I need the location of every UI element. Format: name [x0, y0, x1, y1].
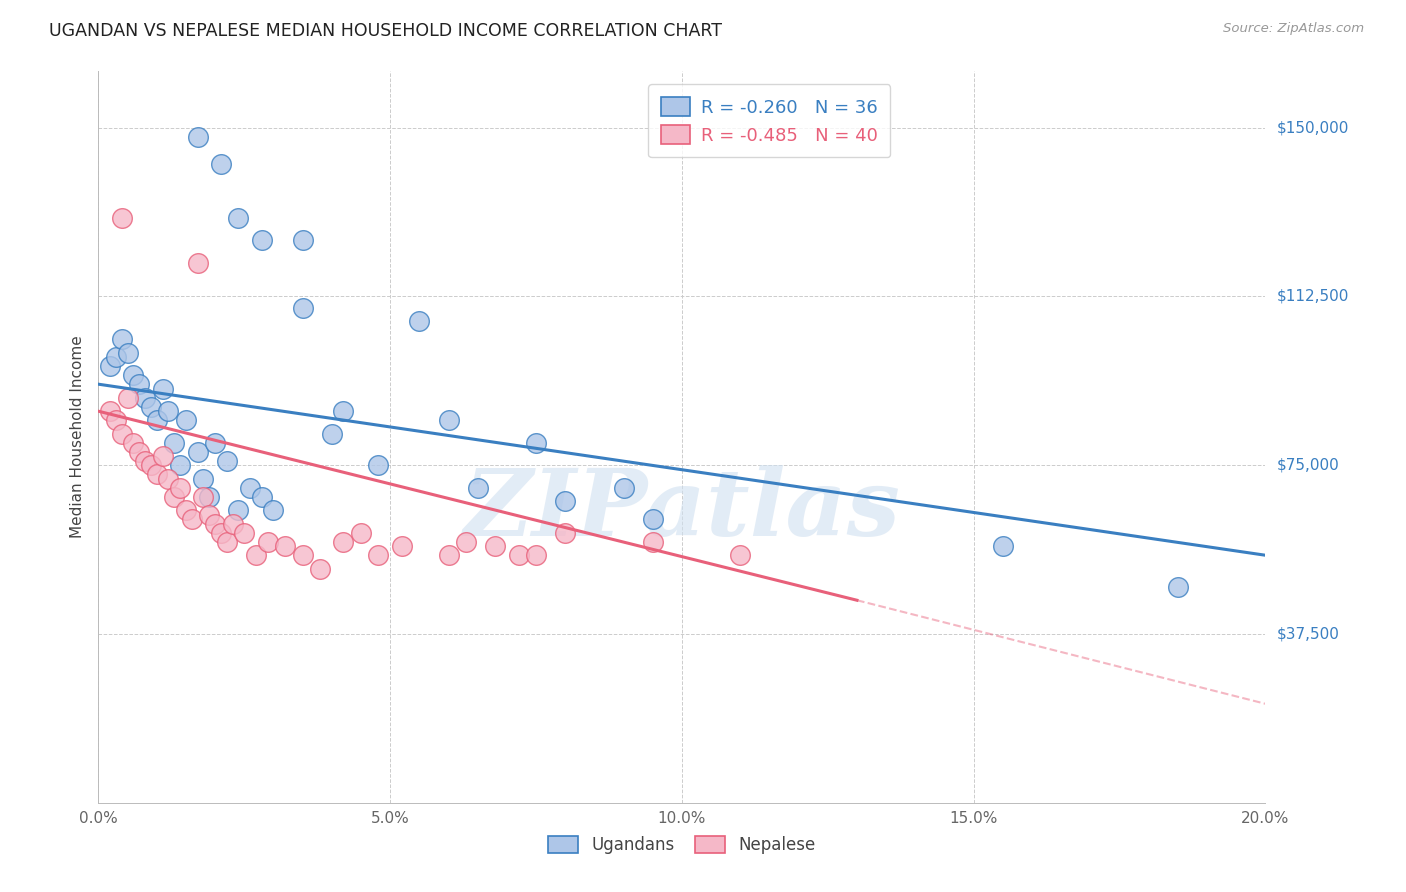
Text: Source: ZipAtlas.com: Source: ZipAtlas.com [1223, 22, 1364, 36]
Point [524, 435, 547, 450]
Point [467, 481, 489, 495]
Point [250, 233, 273, 247]
Point [198, 490, 221, 504]
Point [163, 490, 186, 504]
Text: $150,000: $150,000 [1277, 120, 1348, 135]
Point [139, 458, 162, 473]
Text: ZIPatlas: ZIPatlas [464, 466, 900, 555]
Point [193, 490, 215, 504]
Point [111, 211, 134, 225]
Point [454, 534, 477, 549]
Text: $112,500: $112,500 [1277, 289, 1348, 304]
Point [134, 391, 156, 405]
Point [98, 404, 121, 418]
Y-axis label: Median Household Income: Median Household Income [70, 335, 86, 539]
Point [187, 129, 209, 144]
Point [204, 516, 226, 531]
Point [187, 255, 209, 269]
Point [187, 444, 209, 458]
Point [291, 548, 314, 562]
Point [111, 332, 134, 346]
Point [332, 404, 354, 418]
Point [152, 382, 174, 396]
Point [239, 481, 262, 495]
Point [408, 314, 430, 328]
Point [104, 413, 127, 427]
Point [180, 512, 202, 526]
Point [250, 490, 273, 504]
Point [174, 503, 197, 517]
Point [193, 472, 215, 486]
Point [209, 156, 232, 170]
Point [157, 472, 180, 486]
Point [233, 525, 256, 540]
Point [98, 359, 121, 374]
Point [245, 548, 267, 562]
Point [641, 512, 664, 526]
Point [146, 467, 169, 482]
Point [309, 562, 332, 576]
Point [111, 426, 134, 441]
Point [215, 453, 238, 467]
Point [262, 503, 284, 517]
Point [174, 413, 197, 427]
Point [991, 539, 1014, 553]
Legend: Ugandans, Nepalese: Ugandans, Nepalese [538, 826, 825, 864]
Point [332, 534, 354, 549]
Point [1167, 580, 1189, 594]
Point [641, 534, 664, 549]
Point [117, 391, 139, 405]
Point [221, 516, 243, 531]
Point [128, 444, 150, 458]
Point [104, 350, 127, 364]
Point [730, 548, 752, 562]
Point [437, 413, 460, 427]
Point [157, 404, 180, 418]
Point [122, 368, 145, 383]
Point [437, 548, 460, 562]
Point [209, 525, 232, 540]
Point [274, 539, 297, 553]
Point [291, 301, 314, 315]
Point [139, 400, 162, 414]
Point [152, 449, 174, 463]
Point [228, 503, 250, 517]
Point [198, 508, 221, 522]
Point [391, 539, 413, 553]
Point [163, 435, 186, 450]
Point [554, 494, 576, 508]
Point [256, 534, 278, 549]
Text: $75,000: $75,000 [1277, 458, 1340, 473]
Point [128, 377, 150, 392]
Point [367, 458, 389, 473]
Point [117, 345, 139, 359]
Point [508, 548, 530, 562]
Point [554, 525, 576, 540]
Point [291, 233, 314, 247]
Point [169, 481, 191, 495]
Point [122, 435, 145, 450]
Point [484, 539, 506, 553]
Point [228, 211, 250, 225]
Point [134, 453, 156, 467]
Point [321, 426, 343, 441]
Text: $37,500: $37,500 [1277, 626, 1340, 641]
Text: UGANDAN VS NEPALESE MEDIAN HOUSEHOLD INCOME CORRELATION CHART: UGANDAN VS NEPALESE MEDIAN HOUSEHOLD INC… [49, 22, 723, 40]
Point [215, 534, 238, 549]
Point [367, 548, 389, 562]
Point [146, 413, 169, 427]
Point [524, 548, 547, 562]
Point [204, 435, 226, 450]
Point [612, 481, 634, 495]
Point [169, 458, 191, 473]
Point [350, 525, 373, 540]
